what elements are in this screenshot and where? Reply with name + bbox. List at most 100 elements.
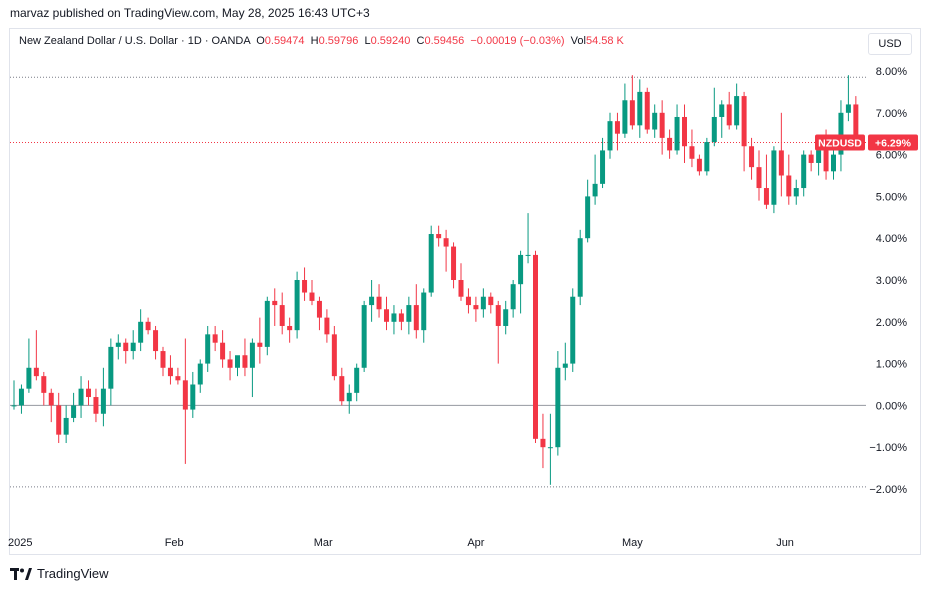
candle-body [570,296,576,364]
candle-42 [324,309,330,343]
candle-body [458,280,464,297]
candle-25 [197,359,203,393]
candle-body [629,100,635,126]
candle-82 [622,83,628,138]
candles [11,75,859,485]
candle-80 [607,112,613,159]
x-tick-label: Mar [314,537,333,549]
candle-body [212,334,218,343]
candle-body [831,154,836,172]
legend-symbol: New Zealand Dollar / U.S. Dollar · 1D · … [19,35,251,47]
candle-4 [41,371,47,406]
footer-brand: TradingView [37,566,109,581]
candle-body [48,392,54,406]
candle-body [56,405,62,435]
candle-59 [451,242,457,289]
candle-14 [115,334,121,360]
candle-110 [831,146,836,180]
candle-93 [704,137,710,176]
candle-body [510,284,516,310]
candle-81 [614,112,620,151]
candle-body [369,296,375,306]
candle-body [346,392,352,402]
candle-body [495,305,501,326]
candle-55 [421,288,427,343]
candle-3 [33,330,39,381]
candle-body [734,96,740,126]
candle-body [41,376,47,393]
candle-8 [71,392,77,423]
candle-22 [175,367,181,385]
candle-77 [585,179,591,243]
candle-body [711,116,717,143]
candle-body [100,388,106,414]
legend-change: −0.00019 (−0.03%) [470,35,565,47]
candle-body [525,254,531,256]
candle-46 [354,363,360,402]
candle-10 [86,380,91,406]
candle-body [287,325,293,331]
candle-64 [488,292,494,314]
candle-body [130,342,136,352]
candle-body [160,351,166,368]
x-tick-label: Apr [467,537,484,549]
candle-44 [339,367,345,406]
candle-63 [480,288,486,318]
candle-48 [369,280,375,322]
candle-27 [212,325,218,352]
candle-51 [391,305,397,335]
candle-body [689,146,695,159]
candle-body [376,296,382,310]
candle-body [324,317,330,335]
candle-body [682,116,687,147]
legend-high: 0.59796 [318,35,359,47]
candle-body [763,188,769,205]
y-axis-ticks: 8.00% 7.00% 6.00% 5.00% 4.00% 3.00% 2.00% 1.00%… [869,66,907,496]
candle-102 [771,146,777,214]
candle-13 [108,338,114,406]
candle-26 [205,325,211,372]
y-tick-label: 4.00% [876,233,907,245]
candle-body [384,309,389,322]
candle-34 [264,296,270,356]
candle-11 [93,388,99,423]
x-tick-label: 2025 [8,537,32,549]
candle-body [33,367,39,377]
candle-body [115,342,121,347]
candle-body [18,388,24,406]
legend-vol-label: Vol [570,35,586,47]
candle-40 [309,280,315,306]
candle-body [264,300,270,347]
candle-79 [600,137,606,189]
candle-17 [138,309,144,352]
candle-body [242,355,248,368]
candle-body [428,234,434,293]
candle-body [756,167,762,189]
candle-body [26,367,32,389]
candle-62 [473,296,479,322]
candle-99 [749,137,755,180]
candle-body [279,305,285,326]
candle-89 [674,104,680,155]
currency-button[interactable]: USD [868,33,912,55]
candle-body [86,388,91,398]
candle-90 [682,104,687,163]
candle-19 [153,325,159,360]
candle-36 [279,292,285,335]
candle-body [585,196,591,239]
candle-body [771,150,777,205]
legend-low-label: L [364,35,371,47]
candle-107 [808,150,814,172]
candle-body [674,116,680,151]
candle-76 [577,229,583,306]
candle-101 [763,154,769,209]
candle-body [637,91,643,126]
candle-68 [518,250,524,314]
candle-body [153,330,159,352]
candle-37 [287,317,293,343]
candle-106 [801,150,807,197]
candle-52 [398,309,404,331]
candle-body [451,246,457,280]
legend-vol: 54.58 K [585,35,624,47]
